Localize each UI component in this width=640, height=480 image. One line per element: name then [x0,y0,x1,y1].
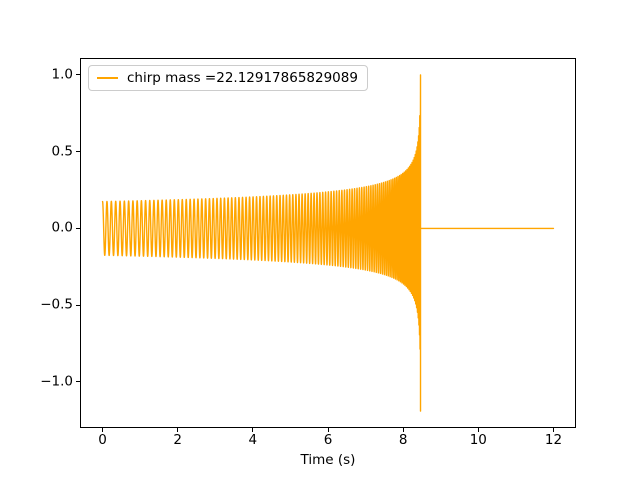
y-tick-label: 0.0 [51,219,73,236]
x-tick-label: 8 [398,432,408,448]
y-tick-mark [76,74,80,76]
legend-line-sample [97,77,118,79]
legend: chirp mass =22.12917865829089 [88,65,368,91]
x-tick-mark [252,428,254,432]
x-tick-mark [177,428,179,432]
y-tick-label: 0.5 [51,143,73,160]
x-tick-label: 0 [98,432,107,448]
x-tick-label: 10 [469,432,487,448]
legend-label: chirp mass =22.12917865829089 [127,70,358,86]
y-tick-mark [76,381,80,383]
y-tick-label: −1.0 [40,373,73,390]
x-tick-mark [402,428,404,432]
x-tick-mark [477,428,479,432]
x-tick-label: 2 [173,432,182,448]
y-tick-mark [76,227,80,229]
x-tick-label: 6 [323,432,333,448]
x-axis-label: Time (s) [300,452,356,468]
x-tick-mark [102,428,104,432]
x-tick-mark [552,428,554,432]
y-tick-mark [76,304,80,306]
x-tick-mark [327,428,329,432]
y-tick-label: −0.5 [40,296,73,313]
y-tick-label: 1.0 [51,66,73,83]
x-tick-label: 4 [248,432,258,448]
x-tick-label: 12 [544,432,563,448]
y-tick-mark [76,151,80,153]
